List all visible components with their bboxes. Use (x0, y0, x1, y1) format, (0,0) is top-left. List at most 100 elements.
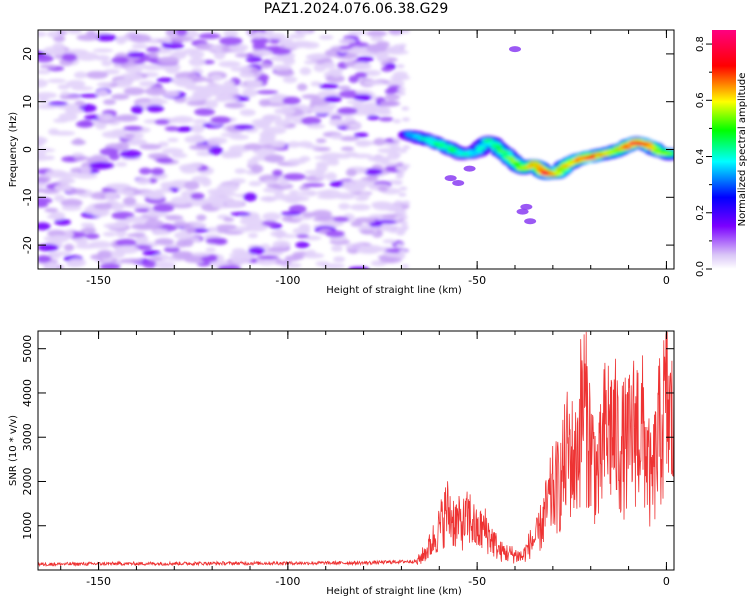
noise-blob (234, 168, 247, 174)
spectrogram-y-tick-label: 0 (21, 146, 34, 153)
noise-blob (382, 239, 396, 244)
noise-blob (99, 147, 119, 156)
noise-blob (152, 228, 169, 235)
noise-blob (113, 79, 133, 88)
noise-blob (303, 60, 318, 65)
noise-blob (397, 229, 406, 234)
noise-blob (38, 255, 52, 263)
noise-blob (247, 232, 259, 239)
weak-feature (452, 179, 465, 186)
spectrogram-x-tick-label: 0 (663, 274, 670, 287)
noise-blob (274, 107, 296, 115)
spectrogram-x-axis-label: Height of straight line (km) (326, 285, 462, 296)
noise-blob (127, 51, 146, 58)
snr-line (38, 331, 674, 568)
noise-blob (75, 244, 98, 249)
noise-blob (373, 157, 390, 164)
noise-blob (208, 146, 224, 156)
ridge-segment (473, 150, 483, 154)
noise-blob (256, 90, 279, 95)
noise-blob (397, 87, 406, 92)
noise-blob (353, 62, 369, 70)
noise-blob (289, 195, 310, 202)
noise-blob (38, 222, 51, 231)
noise-blob (210, 116, 232, 124)
noise-blob (297, 141, 313, 148)
noise-blob (38, 175, 51, 184)
noise-blob (49, 211, 66, 221)
noise-blob (349, 203, 371, 211)
noise-blob (38, 188, 51, 193)
noise-blob (339, 135, 359, 142)
noise-blob (259, 243, 271, 250)
noise-blob (378, 204, 403, 211)
noise-blob (225, 151, 243, 158)
noise-blob (310, 81, 322, 87)
noise-blob (231, 254, 252, 264)
noise-blob (173, 221, 188, 228)
noise-blob (301, 94, 320, 100)
noise-blob (58, 112, 78, 122)
noise-blob (233, 124, 255, 130)
noise-blob (45, 262, 58, 269)
noise-blob (230, 211, 251, 217)
noise-blob (270, 140, 287, 148)
noise-blob (196, 214, 207, 221)
noise-blob (44, 207, 59, 213)
noise-blob (402, 164, 411, 169)
noise-blob (130, 105, 144, 114)
noise-blob (304, 235, 322, 241)
noise-blob (350, 220, 363, 227)
noise-blob (398, 250, 407, 255)
noise-blob (95, 122, 107, 130)
weak-feature (524, 218, 537, 225)
noise-blob (183, 181, 200, 190)
noise-blob (224, 200, 244, 207)
noise-blob (394, 200, 403, 205)
snr-x-tick-label: -100 (275, 575, 300, 588)
noise-blob (165, 65, 180, 74)
weak-feature (509, 46, 521, 53)
noise-blob (392, 137, 401, 142)
weak-feature (463, 165, 476, 172)
noise-blob (348, 122, 362, 129)
noise-blob (275, 69, 295, 77)
noise-blob (190, 124, 205, 133)
noise-blob (305, 249, 317, 256)
noise-blob (250, 164, 264, 174)
noise-blob (266, 247, 290, 252)
noise-blob (191, 252, 211, 257)
noise-blob (54, 218, 72, 226)
noise-blob (125, 216, 149, 223)
noise-blob (148, 52, 159, 59)
noise-blob (344, 60, 357, 68)
noise-blob (396, 253, 405, 258)
spectrogram-x-tick-label: -100 (275, 274, 300, 287)
noise-blob (243, 143, 264, 151)
noise-blob (315, 161, 331, 167)
noise-blob (49, 235, 69, 243)
colorbar: 0.0 0.2 0.4 0.6 0.8 Normalized spectral ampli… (695, 30, 748, 277)
noise-blob (131, 43, 148, 49)
noise-blob (163, 246, 180, 253)
noise-blob (38, 155, 50, 161)
ridge-segment (553, 171, 563, 175)
noise-blob (239, 71, 255, 79)
noise-blob (393, 152, 402, 157)
snr-x-tick-label: 0 (663, 575, 670, 588)
noise-blob (125, 65, 143, 74)
noise-blob (126, 233, 146, 238)
noise-blob (111, 56, 129, 65)
noise-blob (75, 120, 94, 128)
noise-blob (188, 50, 205, 59)
noise-blob (102, 231, 117, 237)
spectrogram-noise (38, 30, 411, 269)
spectrogram-y-tick-label: 20 (21, 47, 34, 61)
noise-blob (38, 182, 46, 188)
noise-blob (262, 212, 282, 221)
noise-blob (188, 57, 206, 67)
weak-feature (516, 208, 529, 215)
noise-blob (353, 132, 369, 138)
noise-blob (379, 100, 401, 107)
noise-blob (370, 35, 384, 42)
